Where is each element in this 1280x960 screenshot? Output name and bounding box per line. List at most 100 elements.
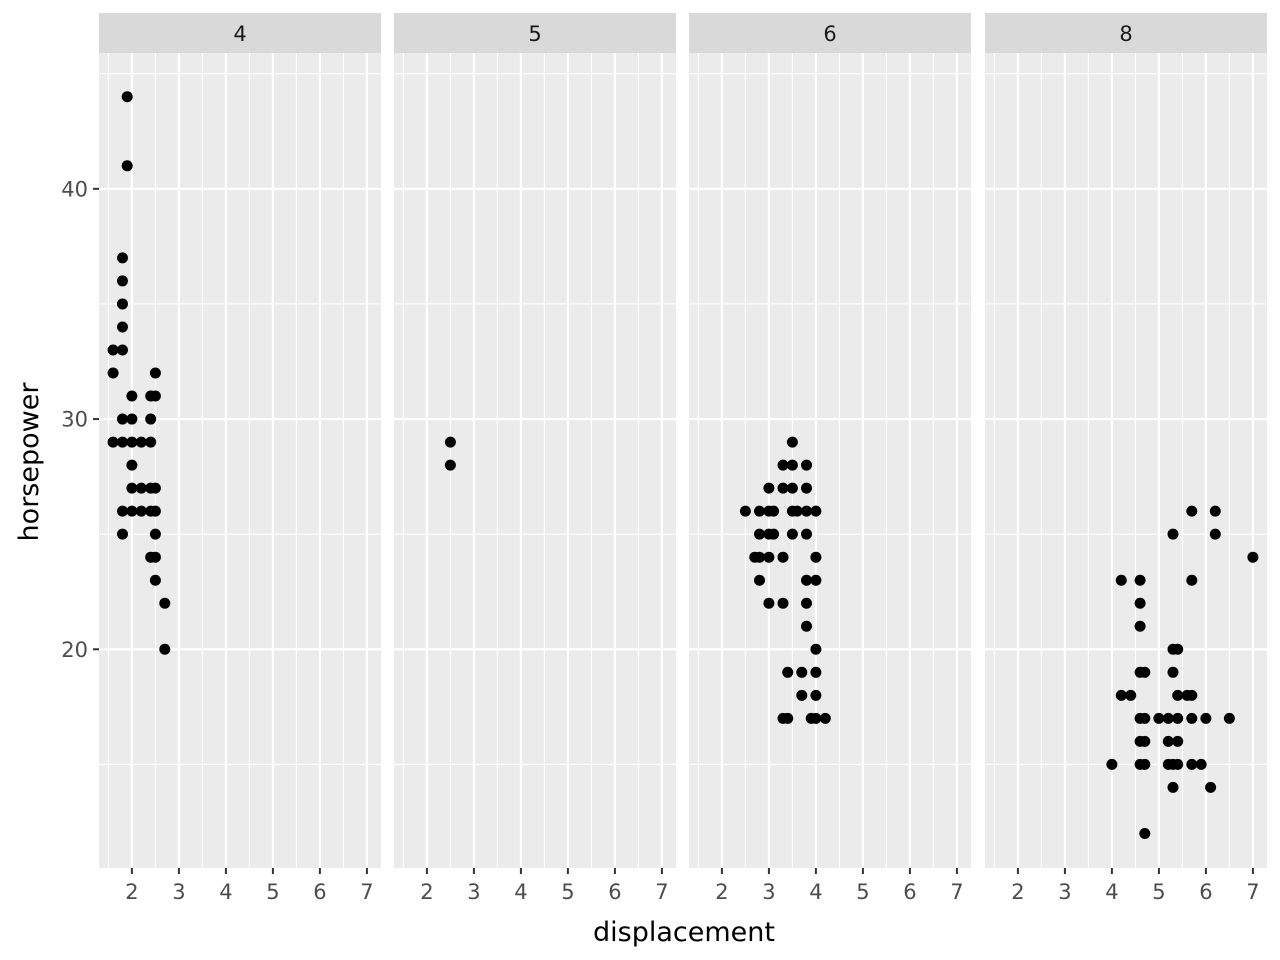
x-tick-label: 4 <box>514 880 527 904</box>
data-point <box>1115 574 1127 586</box>
data-point <box>768 528 780 540</box>
y-axis: 20 30 40 <box>61 177 99 662</box>
data-point <box>149 551 161 563</box>
facet-strip <box>689 13 971 53</box>
data-point <box>159 597 171 609</box>
data-point <box>1134 620 1146 632</box>
x-tick-label: 6 <box>608 880 621 904</box>
data-point <box>791 505 803 517</box>
data-point <box>1139 735 1151 747</box>
data-point <box>1115 689 1127 701</box>
x-tick-label: 6 <box>1199 880 1212 904</box>
data-point <box>1186 689 1198 701</box>
data-point <box>1162 712 1174 724</box>
data-point <box>1209 505 1221 517</box>
data-point <box>1167 528 1179 540</box>
data-point <box>754 551 765 563</box>
data-point <box>1247 551 1259 563</box>
x-tick-label: 4 <box>219 880 232 904</box>
data-point <box>754 528 765 540</box>
data-point <box>126 459 138 471</box>
facet-strip <box>99 13 381 53</box>
data-point <box>149 390 161 402</box>
x-tick-label: 7 <box>655 880 668 904</box>
data-point <box>117 298 128 310</box>
data-point <box>117 275 128 287</box>
data-point <box>1172 689 1184 701</box>
data-point <box>801 574 812 586</box>
data-point <box>810 505 822 517</box>
x-tick-label: 3 <box>762 880 775 904</box>
data-point <box>801 459 812 471</box>
data-point <box>117 413 128 425</box>
data-point <box>777 597 789 609</box>
data-point <box>786 459 798 471</box>
facet-panel-8: 8 2 3 4 5 6 7 <box>985 13 1267 904</box>
facet-panel-6: 6 2 3 4 5 6 7 <box>689 13 971 904</box>
data-point <box>135 482 147 494</box>
panel-background <box>99 53 381 868</box>
data-point <box>796 689 808 701</box>
panel-background <box>689 53 971 868</box>
data-point <box>819 712 831 724</box>
data-point <box>754 574 765 586</box>
data-point <box>149 482 161 494</box>
data-point <box>1167 666 1179 678</box>
data-point <box>754 505 765 517</box>
x-tick-label: 2 <box>1011 880 1024 904</box>
data-point <box>107 344 119 356</box>
y-tick-label: 40 <box>61 177 88 201</box>
data-point <box>145 413 157 425</box>
data-point <box>763 551 775 563</box>
data-point <box>117 252 128 264</box>
data-point <box>810 574 822 586</box>
data-point <box>768 505 780 517</box>
data-point <box>149 505 161 517</box>
x-tick-label: 4 <box>1105 880 1118 904</box>
data-point <box>107 436 119 448</box>
data-point <box>444 436 456 448</box>
facet-panel-5: 5 2 3 4 5 6 7 <box>394 13 676 904</box>
data-point <box>1205 781 1217 793</box>
facet-strip-label: 4 <box>233 22 246 46</box>
facet-strip <box>394 13 676 53</box>
data-point <box>117 321 128 333</box>
panels-layer: 4 2 3 4 5 6 7 5 2 3 4 5 6 7 6 2 3 4 5 6 7 8 2 3 4 5 6 7 <box>99 13 1267 904</box>
data-point <box>1186 712 1198 724</box>
data-point <box>801 505 812 517</box>
data-point <box>810 643 822 655</box>
x-tick-label: 4 <box>809 880 822 904</box>
data-point <box>1139 758 1151 770</box>
y-axis-title: horsepower <box>14 382 45 542</box>
data-point <box>1186 574 1198 586</box>
data-point <box>1134 597 1146 609</box>
data-point <box>1134 574 1146 586</box>
x-tick-label: 7 <box>950 880 963 904</box>
data-point <box>1106 758 1118 770</box>
panel-background <box>985 53 1267 868</box>
data-point <box>786 528 798 540</box>
data-point <box>121 160 133 172</box>
data-point <box>777 459 789 471</box>
data-point <box>126 390 138 402</box>
data-point <box>1186 505 1198 517</box>
data-point <box>117 436 128 448</box>
data-point <box>1172 735 1184 747</box>
data-point <box>135 505 147 517</box>
data-point <box>801 482 812 494</box>
data-point <box>810 551 822 563</box>
x-tick-label: 3 <box>467 880 480 904</box>
data-point <box>1186 758 1198 770</box>
facet-strip-label: 8 <box>1119 22 1132 46</box>
data-point <box>149 528 161 540</box>
data-point <box>107 367 119 379</box>
data-point <box>1139 712 1151 724</box>
x-tick-label: 6 <box>903 880 916 904</box>
facet-strip <box>985 13 1267 53</box>
x-tick-label: 3 <box>172 880 185 904</box>
data-point <box>1167 781 1179 793</box>
data-point <box>126 413 138 425</box>
data-point <box>1139 827 1151 839</box>
data-point <box>739 505 751 517</box>
